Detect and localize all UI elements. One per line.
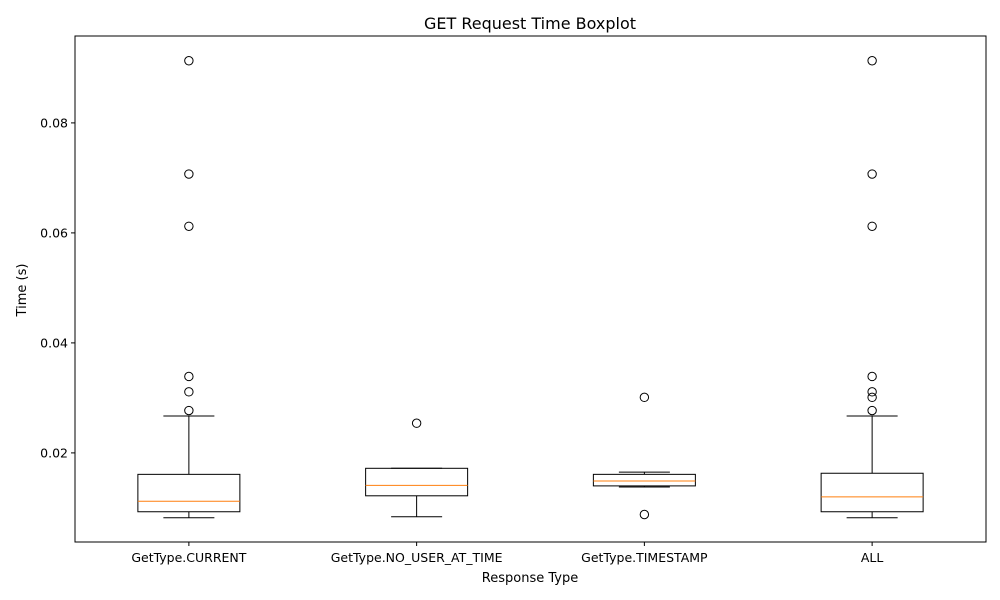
outlier-point bbox=[184, 371, 194, 382]
box bbox=[820, 472, 924, 513]
outlier-point bbox=[639, 509, 650, 520]
outlier-point bbox=[184, 221, 194, 232]
box bbox=[365, 467, 469, 497]
x-tick-label: GetType.CURRENT bbox=[131, 550, 246, 565]
outlier-point bbox=[867, 169, 877, 179]
outlier-point bbox=[411, 418, 422, 428]
x-tick-label: GetType.TIMESTAMP bbox=[581, 550, 708, 565]
outlier-point bbox=[184, 387, 194, 397]
y-tick-label: 0.04 bbox=[40, 335, 68, 350]
box bbox=[592, 473, 696, 487]
outlier-point bbox=[867, 371, 877, 382]
plot-area: 0.02 0.04 0.06 0.08 GetType.CURRENT GetType.N… bbox=[40, 35, 987, 565]
chart-title: GET Request Time Boxplot bbox=[424, 14, 636, 33]
axes-frame bbox=[74, 35, 987, 543]
outlier-point bbox=[184, 56, 194, 66]
outlier-point bbox=[867, 387, 877, 397]
outlier-point bbox=[639, 392, 650, 403]
outlier-point bbox=[184, 405, 194, 416]
x-axis-label: Response Type bbox=[482, 571, 578, 586]
outlier-point bbox=[867, 392, 877, 403]
y-tick-label: 0.08 bbox=[40, 115, 68, 130]
x-tick-label: GetType.NO_USER_AT_TIME bbox=[331, 550, 503, 565]
x-tick-label: ALL bbox=[861, 550, 884, 565]
y-axis-label: Time (s) bbox=[15, 264, 30, 318]
box bbox=[137, 473, 241, 513]
outlier-point bbox=[867, 221, 877, 232]
y-tick-label: 0.02 bbox=[40, 445, 68, 460]
outlier-point bbox=[867, 56, 877, 66]
outlier-point bbox=[867, 405, 877, 416]
y-tick-label: 0.06 bbox=[40, 225, 68, 240]
outlier-point bbox=[184, 169, 194, 179]
